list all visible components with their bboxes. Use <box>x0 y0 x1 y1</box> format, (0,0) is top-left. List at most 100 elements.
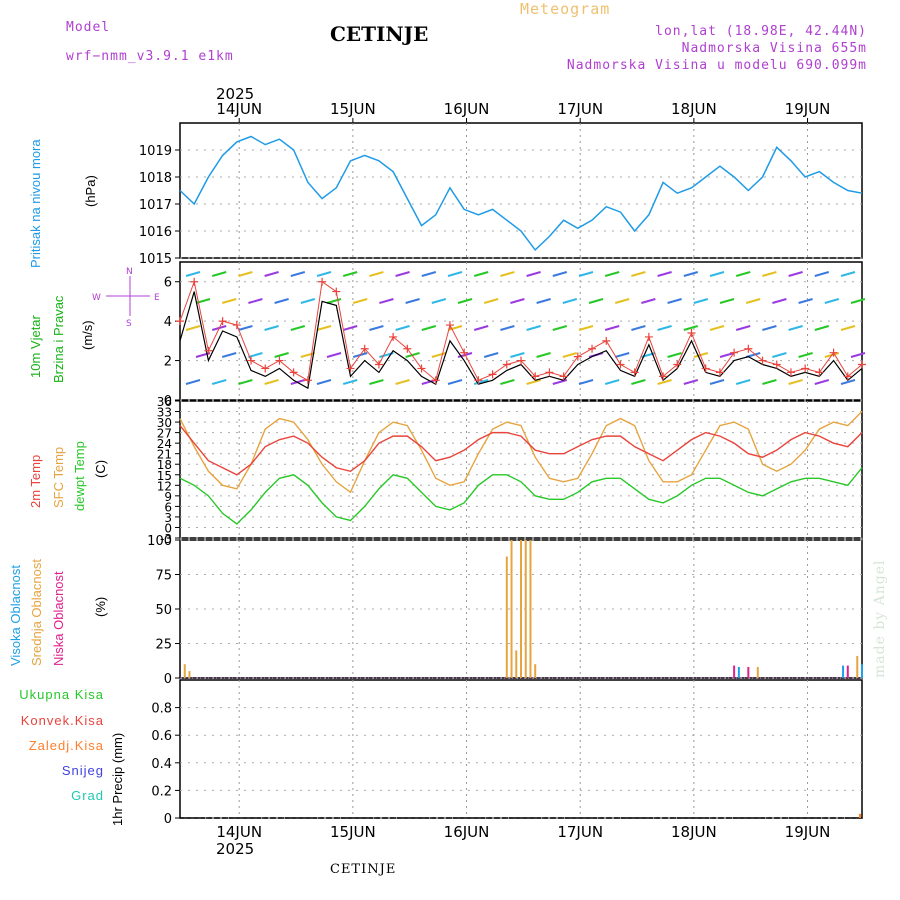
ytick-label-cloud-0: 0 <box>164 672 172 687</box>
wind-gust-marker-44 <box>801 364 810 373</box>
wind-barb-58 <box>342 325 358 331</box>
compass-e: E <box>154 293 160 303</box>
ytick-label-temperature-9: 24 <box>157 437 172 451</box>
wind-barb-129 <box>840 379 856 385</box>
wind-barb-92 <box>562 352 578 358</box>
ytick-label-cloud-4: 100 <box>147 534 172 549</box>
wind-barb-96 <box>667 352 682 358</box>
wind-barb-66 <box>552 325 568 331</box>
ytick-label-precip-2: 0.4 <box>151 757 172 772</box>
wind-gust-marker-38 <box>715 368 724 377</box>
wind-barb-67 <box>578 325 594 331</box>
wind-barb-18 <box>657 271 672 277</box>
wind-barb-15 <box>578 271 594 277</box>
wind-barb-86 <box>405 352 420 358</box>
model-name: wrf−nmm_v3.9.1 e1km <box>66 49 234 64</box>
precip-legend-conv: Konvek.Kisa <box>20 713 104 728</box>
wind-barb-121 <box>631 379 646 385</box>
precip-legend-total: Ukupna Kisa <box>19 687 104 702</box>
wind-gust-marker-15 <box>389 332 398 341</box>
ytick-label-temperature-6: 15 <box>157 469 172 483</box>
xtick-bottom-4: 18JUN <box>671 823 717 841</box>
ytick-label-temperature-4: 9 <box>164 490 172 504</box>
ytick-label-wind-1: 2 <box>164 355 172 370</box>
wind-barb-5 <box>316 271 332 277</box>
wind-barb-45 <box>693 298 709 304</box>
wind-barb-39 <box>536 298 551 304</box>
wind-barb-123 <box>683 379 699 385</box>
wind-barb-81 <box>274 352 289 358</box>
wind-barb-1 <box>211 271 227 277</box>
ytick-label-temperature-10: 27 <box>157 427 172 441</box>
wind-gust-marker-16 <box>403 344 412 353</box>
wind-gust-marker-19 <box>445 321 454 330</box>
wind-barb-90 <box>510 352 525 358</box>
wind-barb-44 <box>667 298 682 304</box>
ytick-label-temperature-12: 33 <box>157 406 172 420</box>
wind-barb-14 <box>552 271 568 277</box>
wind-barb-55 <box>264 325 279 331</box>
xtick-bottom-3: 17JUN <box>557 823 603 841</box>
wind-gust-marker-43 <box>786 368 795 377</box>
wind-barb-65 <box>526 325 541 331</box>
wind-gust-marker-28 <box>573 352 582 361</box>
ytick-label-cloud-3: 75 <box>155 569 172 584</box>
wind-gust-line <box>179 279 863 382</box>
wind-gust-marker-42 <box>772 360 781 369</box>
wind-gust-marker-35 <box>673 360 682 369</box>
wind-barb-59 <box>369 325 384 331</box>
wind-barb-104 <box>185 379 201 385</box>
dewpoint-line <box>179 467 863 525</box>
pressure-line <box>179 135 863 252</box>
wind-barb-46 <box>719 298 735 304</box>
ytick-label-cloud-2: 50 <box>155 603 172 618</box>
wind-barb-3 <box>264 271 279 277</box>
wind-barb-101 <box>798 352 813 358</box>
panel-frame-precip <box>179 679 863 819</box>
lonlat-label: lon,lat (18.98E, 42.44N) <box>655 24 867 39</box>
wind-barb-89 <box>483 352 499 358</box>
wind-barb-42 <box>614 298 630 304</box>
wind-barb-125 <box>735 379 751 385</box>
wind-barb-70 <box>657 325 672 331</box>
ytick-label-cloud-1: 25 <box>155 638 172 653</box>
wind-barb-87 <box>431 352 447 358</box>
wind-gust-marker-27 <box>559 372 568 381</box>
compass-w: W <box>92 293 101 303</box>
wind-barb-6 <box>342 271 358 277</box>
wind-gust-marker-30 <box>602 336 611 345</box>
xtick-top-2: 16JUN <box>444 100 490 118</box>
ytick-label-temperature-3: 6 <box>164 500 172 514</box>
wind-barb-4 <box>290 271 306 277</box>
ytick-label-temperature-5: 12 <box>157 479 172 493</box>
wind-barb-117 <box>526 379 541 385</box>
wind-gust-marker-9 <box>303 376 312 385</box>
wind-gust-marker-36 <box>687 328 696 337</box>
wind-barb-110 <box>342 379 358 385</box>
ytick-label-temperature-13: 36 <box>157 395 172 409</box>
sfc-temp-line <box>179 411 863 494</box>
wind-gust-marker-10 <box>318 277 327 286</box>
wind-gust-marker-20 <box>460 348 469 357</box>
panel-frame-wind <box>179 261 863 401</box>
ytick-label-temperature-2: 3 <box>164 511 172 525</box>
ytick-label-pressure-3: 1018 <box>139 171 172 186</box>
precip-legend-graupel: Grad <box>71 788 104 803</box>
wind-barb-61 <box>421 325 437 331</box>
wind-barb-118 <box>552 379 568 385</box>
ytick-label-pressure-1: 1016 <box>139 225 172 240</box>
ytick-label-precip-3: 0.6 <box>151 729 172 744</box>
wind-barb-68 <box>604 325 620 331</box>
year-top-label: 2025 <box>216 85 254 103</box>
wind-gust-marker-11 <box>332 287 341 296</box>
wind-barb-25 <box>840 271 856 277</box>
ytick-label-precip-4: 0.8 <box>151 702 172 717</box>
wind-barb-31 <box>326 298 342 304</box>
wind-barb-77 <box>840 325 856 331</box>
wind-gust-marker-31 <box>616 360 625 369</box>
precip-legend-snow: Snijeg <box>61 763 104 778</box>
xtick-bottom-5: 19JUN <box>785 823 831 841</box>
wind-barb-40 <box>562 298 578 304</box>
wind-barb-33 <box>379 298 394 304</box>
